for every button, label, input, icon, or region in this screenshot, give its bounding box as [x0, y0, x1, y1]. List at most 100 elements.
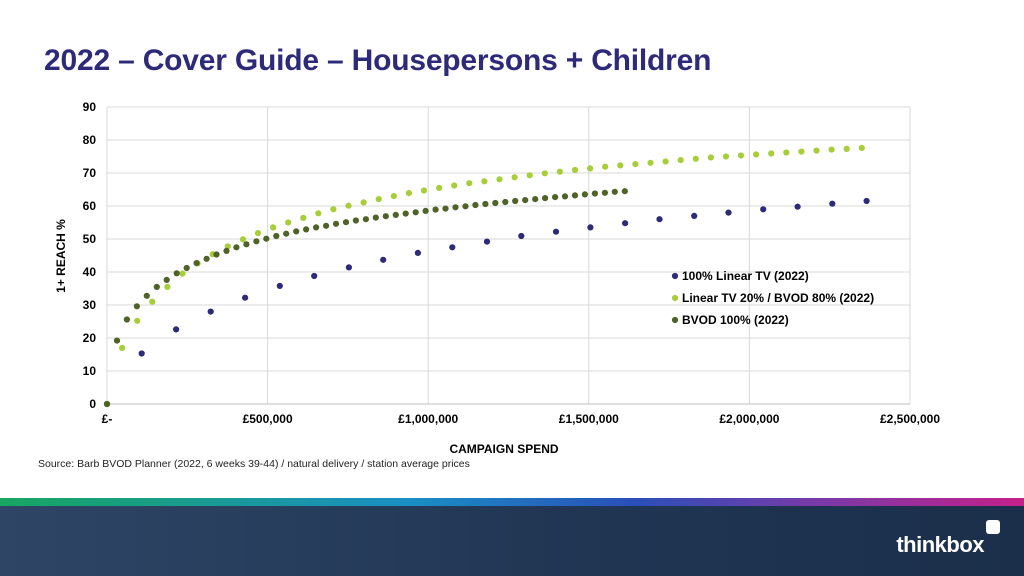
data-point	[342, 219, 350, 226]
thinkbox-logo: thinkbox	[896, 532, 984, 557]
chart-grid	[106, 106, 911, 405]
x-tick-label: £1,000,000	[398, 412, 458, 426]
x-tick-label: £1,500,000	[559, 412, 619, 426]
data-point	[611, 188, 618, 195]
data-point	[254, 230, 262, 237]
data-point	[164, 283, 171, 290]
legend-label: 100% Linear TV (2022)	[682, 269, 809, 283]
data-point	[138, 350, 145, 357]
data-point	[798, 148, 805, 155]
data-point	[293, 228, 300, 235]
data-point	[153, 283, 160, 290]
data-point	[677, 157, 684, 164]
data-point	[276, 282, 283, 289]
data-point	[273, 232, 280, 240]
data-point	[466, 180, 473, 187]
legend-marker	[671, 272, 679, 280]
data-point	[601, 189, 609, 196]
data-point	[143, 292, 150, 299]
data-point	[123, 316, 130, 323]
data-point	[656, 216, 663, 223]
data-point	[432, 206, 439, 213]
data-point	[414, 249, 421, 256]
data-point	[242, 294, 249, 301]
data-point	[360, 199, 367, 206]
data-point	[285, 219, 292, 226]
source-note: Source: Barb BVOD Planner (2022, 6 weeks…	[38, 458, 470, 470]
data-point	[134, 317, 141, 324]
data-point	[556, 168, 564, 175]
data-point	[213, 251, 220, 258]
data-point	[223, 247, 230, 254]
data-point	[243, 241, 250, 248]
data-point	[541, 170, 548, 177]
data-point	[518, 232, 525, 240]
chart-points	[103, 144, 870, 408]
x-tick-label: £500,000	[243, 412, 293, 426]
data-point	[420, 187, 428, 194]
data-point	[753, 151, 760, 158]
data-point	[622, 220, 629, 227]
data-point	[496, 176, 503, 183]
data-point	[858, 144, 865, 151]
data-point	[691, 212, 698, 219]
data-point	[561, 193, 569, 200]
data-point	[263, 235, 270, 242]
y-tick-label: 20	[83, 331, 97, 345]
data-point	[315, 210, 322, 217]
series-1	[103, 197, 870, 408]
data-point	[483, 238, 491, 245]
data-point	[163, 276, 170, 283]
data-point	[522, 197, 529, 204]
data-point	[173, 326, 180, 333]
data-point	[183, 264, 190, 272]
data-point	[512, 197, 519, 205]
data-point	[591, 190, 599, 197]
data-point	[119, 344, 126, 351]
data-point	[283, 230, 290, 237]
data-point	[526, 172, 533, 179]
data-point	[502, 198, 509, 206]
y-tick-label: 70	[83, 166, 97, 180]
legend-marker	[671, 294, 679, 302]
data-point	[581, 191, 589, 198]
data-point	[587, 224, 594, 231]
data-point	[552, 228, 560, 235]
data-point	[422, 207, 429, 214]
x-axis-ticks: £- £500,000 £1,000,000 £1,500,000 £2,000,000…	[102, 412, 941, 426]
data-point	[173, 270, 180, 277]
y-tick-label: 50	[83, 232, 97, 246]
legend-label: BVOD 100% (2022)	[682, 313, 789, 327]
data-point	[303, 226, 310, 233]
data-point	[345, 264, 352, 271]
data-point	[571, 166, 579, 174]
data-point	[239, 236, 246, 243]
data-point	[492, 199, 499, 207]
data-point	[323, 222, 330, 229]
data-point	[482, 200, 489, 208]
data-point	[300, 214, 307, 221]
data-point	[829, 200, 836, 207]
y-axis-title: 1+ REACH %	[54, 219, 68, 293]
legend-marker	[671, 316, 679, 324]
data-point	[828, 146, 835, 153]
data-point	[311, 272, 318, 280]
y-axis-ticks: 0 10 20 30 40 50 60 70 80 90	[83, 100, 97, 411]
data-point	[133, 303, 140, 310]
data-point	[330, 206, 337, 213]
data-point	[863, 197, 870, 205]
data-point	[552, 194, 559, 201]
y-tick-label: 10	[83, 364, 97, 378]
data-point	[362, 216, 369, 223]
data-point	[843, 145, 850, 152]
data-point	[451, 182, 458, 189]
data-point	[794, 203, 801, 210]
data-point	[313, 224, 320, 231]
data-point	[390, 193, 397, 200]
data-point	[722, 153, 730, 160]
data-point	[647, 159, 654, 166]
data-point	[203, 255, 210, 262]
data-point	[707, 154, 715, 161]
series-3	[103, 188, 628, 408]
data-point	[372, 214, 379, 221]
